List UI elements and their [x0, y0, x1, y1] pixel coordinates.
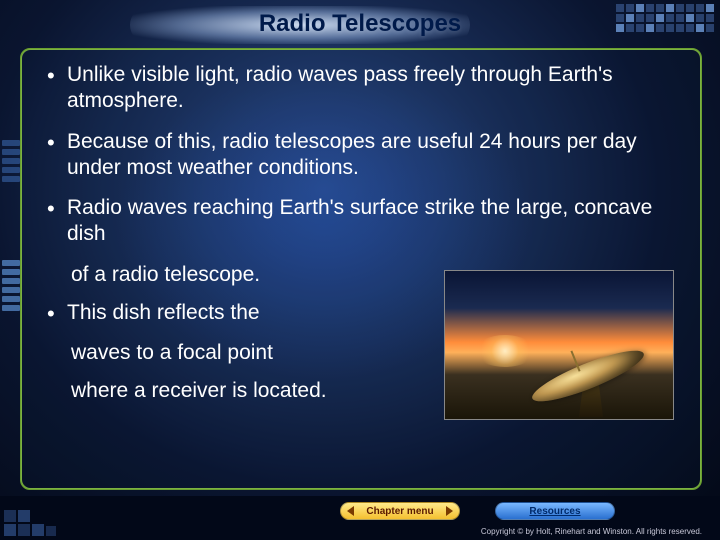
bottom-bar: Chapter menu Resources Copyright © by Ho… [0, 496, 720, 540]
chapter-menu-label: Chapter menu [366, 506, 433, 517]
telescope-image [444, 270, 674, 420]
resources-button[interactable]: Resources [495, 502, 615, 520]
sun-glow [475, 335, 535, 367]
bottom-left-decoration [4, 502, 114, 536]
bullet-2: Because of this, radio telescopes are us… [45, 129, 680, 182]
slide-title: Radio Telescopes [0, 10, 720, 38]
slide: Radio Telescopes Unlike visible light, r… [0, 0, 720, 540]
chapter-menu-button[interactable]: Chapter menu [340, 502, 460, 520]
resources-label: Resources [529, 506, 580, 517]
bullet-1: Unlike visible light, radio waves pass f… [45, 62, 680, 115]
copyright-text: Copyright © by Holt, Rinehart and Winsto… [481, 527, 702, 536]
bullet-3: Radio waves reaching Earth's surface str… [45, 195, 680, 248]
